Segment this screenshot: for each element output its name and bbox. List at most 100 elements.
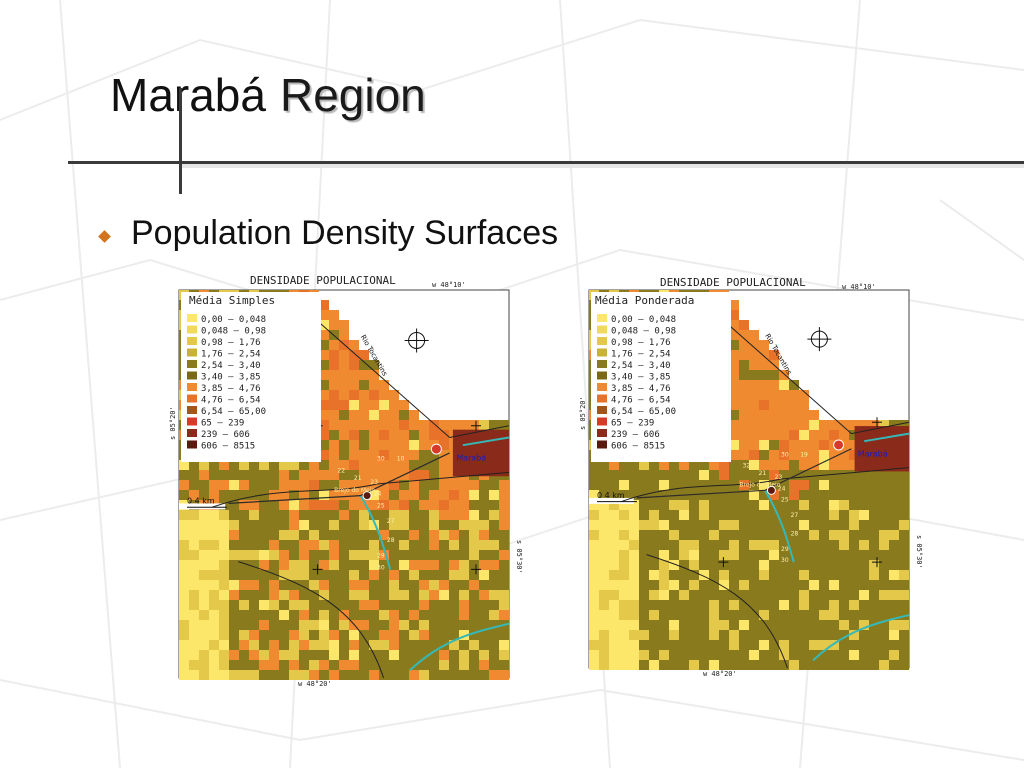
density-cell — [849, 490, 859, 500]
density-cell — [459, 610, 469, 620]
density-cell — [269, 470, 279, 480]
legend-swatch — [187, 417, 197, 426]
density-cell — [459, 590, 469, 600]
density-cell — [419, 580, 429, 590]
density-cell — [769, 450, 779, 460]
density-cell — [889, 640, 899, 650]
legend-label: 239 – 606 — [611, 430, 660, 440]
density-cell — [189, 670, 199, 680]
density-cell — [459, 520, 469, 530]
density-cell — [279, 560, 289, 570]
density-cell — [729, 340, 739, 350]
density-cell — [849, 550, 859, 560]
density-cell — [429, 460, 439, 470]
density-cell — [469, 610, 479, 620]
density-cell — [879, 500, 889, 510]
density-cell — [199, 490, 209, 500]
density-cell — [849, 460, 859, 470]
density-cell — [469, 520, 479, 530]
density-cell — [629, 640, 639, 650]
density-cell — [449, 480, 459, 490]
density-cell — [369, 560, 379, 570]
density-cell — [799, 650, 809, 660]
legend-swatch — [597, 429, 607, 437]
density-cell — [779, 450, 789, 460]
density-cell — [729, 430, 739, 440]
density-cell — [809, 570, 819, 580]
density-cell — [499, 490, 509, 500]
density-cell — [349, 640, 359, 650]
density-cell — [349, 450, 359, 460]
density-cell — [759, 350, 769, 360]
density-cell — [229, 600, 239, 610]
density-cell — [359, 410, 369, 420]
density-cell — [839, 620, 849, 630]
density-cell — [299, 510, 309, 520]
density-cell — [209, 560, 219, 570]
density-cell — [179, 660, 189, 670]
density-cell — [349, 530, 359, 540]
density-cell — [249, 560, 259, 570]
density-cell — [749, 340, 759, 350]
density-cell — [359, 480, 369, 490]
density-cell — [379, 430, 389, 440]
density-cell — [449, 560, 459, 570]
density-cell — [859, 600, 869, 610]
density-cell — [499, 580, 509, 590]
density-cell — [789, 620, 799, 630]
density-cell — [219, 670, 229, 680]
density-cell — [739, 610, 749, 620]
density-cell — [889, 470, 899, 480]
density-cell — [209, 600, 219, 610]
density-cell — [389, 670, 399, 680]
density-map-weighted: DENSIDADE POPULACIONAL w 48°10' Rio Toca… — [575, 270, 935, 690]
density-cell — [879, 650, 889, 660]
density-cell — [649, 510, 659, 520]
density-cell — [899, 580, 909, 590]
density-cell — [409, 460, 419, 470]
density-cell — [809, 460, 819, 470]
density-cell — [359, 540, 369, 550]
coord-right: s 05°30' — [915, 535, 923, 569]
density-cell — [369, 440, 379, 450]
density-cell — [409, 410, 419, 420]
density-cell — [199, 540, 209, 550]
density-cell — [619, 620, 629, 630]
density-cell — [439, 560, 449, 570]
density-cell — [309, 480, 319, 490]
density-cell — [489, 640, 499, 650]
density-cell — [679, 530, 689, 540]
grid-cross-icon — [471, 420, 481, 431]
density-cell — [629, 520, 639, 530]
density-cell — [659, 460, 669, 470]
density-cell — [679, 510, 689, 520]
density-cell — [669, 530, 679, 540]
density-cell — [639, 660, 649, 670]
density-cell — [229, 610, 239, 620]
density-cell — [259, 660, 269, 670]
density-cell — [439, 580, 449, 590]
density-cell — [489, 670, 499, 680]
density-cell — [319, 670, 329, 680]
density-cell — [309, 510, 319, 520]
density-cell — [399, 420, 409, 430]
density-cell — [809, 420, 819, 430]
density-cell — [669, 660, 679, 670]
density-cell — [319, 470, 329, 480]
density-cell — [689, 600, 699, 610]
density-cell — [189, 610, 199, 620]
density-cell — [899, 530, 909, 540]
coord-left: s 05°20' — [169, 406, 177, 440]
density-cell — [279, 630, 289, 640]
density-cell — [469, 560, 479, 570]
density-cell — [739, 530, 749, 540]
density-cell — [279, 580, 289, 590]
density-cell — [229, 620, 239, 630]
density-cell — [389, 430, 399, 440]
density-cell — [609, 650, 619, 660]
density-cell — [639, 630, 649, 640]
density-cell — [419, 570, 429, 580]
density-cell — [199, 630, 209, 640]
density-cell — [419, 670, 429, 680]
density-cell — [449, 640, 459, 650]
